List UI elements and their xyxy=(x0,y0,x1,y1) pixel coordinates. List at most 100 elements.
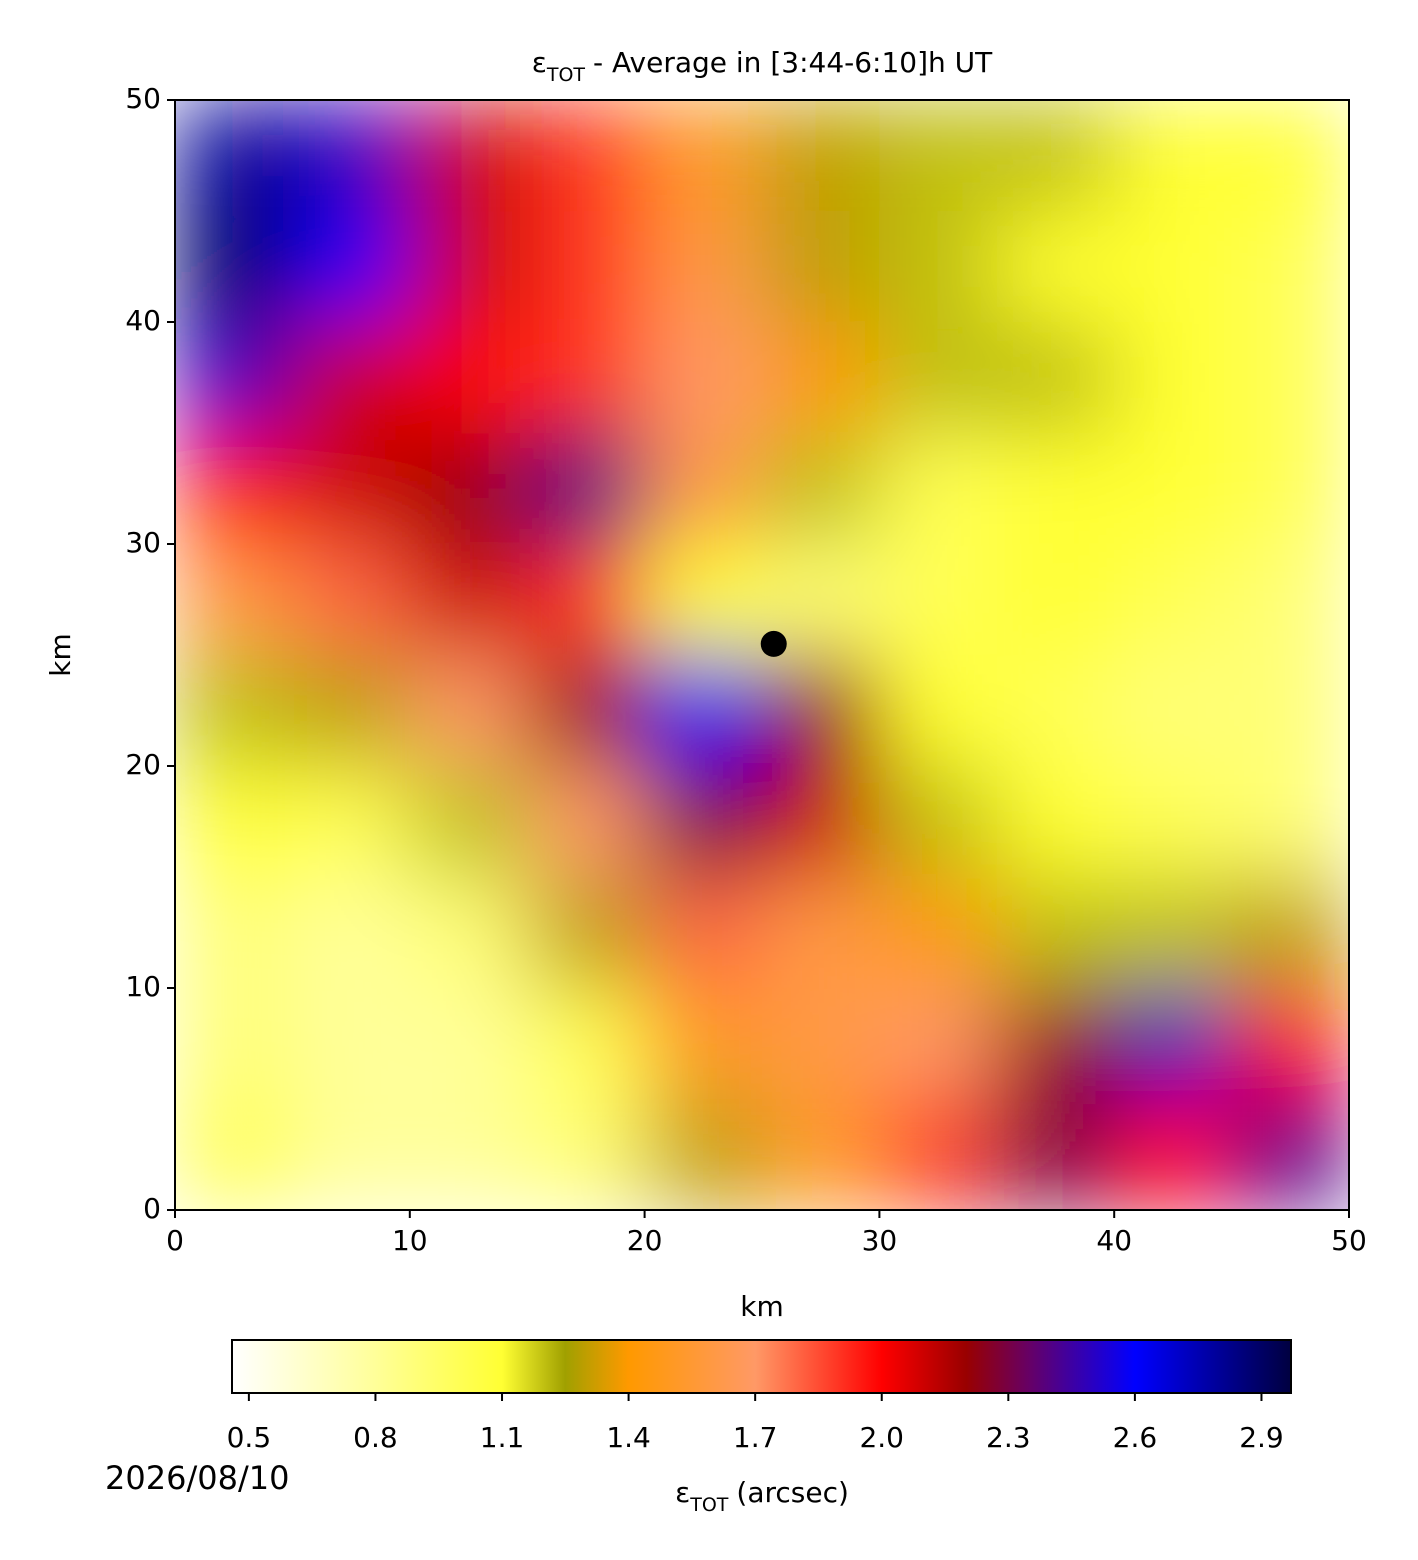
heat-cell xyxy=(644,1099,763,1210)
heat-cell xyxy=(1114,877,1233,989)
heat-cell xyxy=(527,211,646,323)
heat-cell xyxy=(644,433,763,545)
heat-cell xyxy=(409,100,528,212)
heat-cell xyxy=(1231,655,1349,767)
heat-cell xyxy=(996,544,1115,656)
heat-cell xyxy=(175,766,293,878)
heat-cell xyxy=(1231,322,1349,434)
heat-cell xyxy=(762,322,880,434)
heat-cell xyxy=(1231,211,1349,323)
heat-cell xyxy=(409,544,528,656)
heat-cell xyxy=(527,433,646,545)
heat-cell xyxy=(879,1099,998,1210)
heat-cell xyxy=(527,988,646,1100)
x-tick-label: 10 xyxy=(392,1224,428,1257)
heat-cell xyxy=(175,100,293,212)
heat-cell xyxy=(644,877,763,989)
heat-cell xyxy=(644,211,763,323)
heat-cell xyxy=(1231,766,1349,878)
heat-cell xyxy=(1114,655,1233,767)
heat-cell xyxy=(175,655,293,767)
heat-cell xyxy=(762,988,880,1100)
colorbar-tick-label: 2.6 xyxy=(1113,1421,1158,1454)
heat-cell xyxy=(879,544,998,656)
heat-cell xyxy=(292,433,411,545)
x-tick-label: 30 xyxy=(862,1224,898,1257)
heat-cell xyxy=(292,544,411,656)
heat-cell xyxy=(1114,544,1233,656)
heat-cell xyxy=(996,988,1115,1100)
heat-cell xyxy=(762,877,880,989)
heat-cell xyxy=(996,322,1115,434)
heat-cell xyxy=(409,877,528,989)
colorbar-label: εTOT (arcsec) xyxy=(675,1476,849,1516)
heat-cell xyxy=(292,877,411,989)
y-tick-label: 40 xyxy=(125,304,161,337)
heat-cell xyxy=(175,211,293,323)
heat-cell xyxy=(996,1099,1115,1210)
plot-frame xyxy=(174,99,1350,1211)
heat-cell xyxy=(1114,322,1233,434)
chart-title: εTOT - Average in [3:44-6:10]h UT xyxy=(532,46,993,86)
heat-cell xyxy=(762,100,880,212)
colorbar-tick-label: 0.5 xyxy=(227,1421,272,1454)
x-axis-label: km xyxy=(740,1290,784,1323)
heat-cell xyxy=(175,322,293,434)
heat-cell xyxy=(644,322,763,434)
heat-cell xyxy=(175,433,293,545)
heat-cell xyxy=(409,433,528,545)
heat-cell xyxy=(996,655,1115,767)
heat-cell xyxy=(762,766,880,878)
heat-cell xyxy=(292,1099,411,1210)
heat-cell xyxy=(1231,988,1349,1100)
heat-cell xyxy=(1114,100,1233,212)
heat-cell xyxy=(527,100,646,212)
heat-cell xyxy=(879,433,998,545)
heat-cell xyxy=(1114,988,1233,1100)
y-tick-label: 50 xyxy=(125,82,161,115)
heat-cell xyxy=(1231,100,1349,212)
heat-cell xyxy=(1231,877,1349,989)
date: 2026/08/10 xyxy=(105,1459,289,1497)
heat-cell xyxy=(409,322,528,434)
heat-cell xyxy=(175,1099,293,1210)
heat-cell xyxy=(409,988,528,1100)
heat-cell xyxy=(175,988,293,1100)
heat-cell xyxy=(527,766,646,878)
colorbar-tick-label: 2.9 xyxy=(1239,1421,1284,1454)
heat-cell xyxy=(879,877,998,989)
heat-cell xyxy=(292,211,411,323)
heat-cell xyxy=(409,655,528,767)
heat-cell xyxy=(527,544,646,656)
heat-cell xyxy=(409,766,528,878)
heat-cell xyxy=(527,655,646,767)
heat-cell xyxy=(762,211,880,323)
heat-cell xyxy=(879,322,998,434)
axes: 0 10 20 30 40 50 0 10 20 30 40 50 xyxy=(125,82,1366,1257)
y-tick-label: 20 xyxy=(125,748,161,781)
heat-cell xyxy=(996,877,1115,989)
heat-cell xyxy=(879,211,998,323)
heat-cell xyxy=(1114,766,1233,878)
colorbar-tick-label: 2.3 xyxy=(986,1421,1031,1454)
x-tick-label: 0 xyxy=(166,1224,184,1257)
heat-cell xyxy=(644,766,763,878)
heat-cell xyxy=(1114,1099,1233,1210)
colorbar xyxy=(231,1339,1292,1394)
colorbar-tick-label: 2.0 xyxy=(859,1421,904,1454)
heat-cell xyxy=(644,100,763,212)
heat-cell xyxy=(762,433,880,545)
heat-cell xyxy=(879,100,998,212)
heat-cell xyxy=(996,766,1115,878)
heat-cell xyxy=(762,655,880,767)
y-tick-label: 30 xyxy=(125,526,161,559)
heat-cell xyxy=(1231,544,1349,656)
heat-cell xyxy=(409,1099,528,1210)
heat-cell xyxy=(1114,433,1233,545)
heat-cell xyxy=(527,322,646,434)
heat-cell xyxy=(527,1099,646,1210)
x-tick-label: 20 xyxy=(627,1224,663,1257)
colorbar-tick-label: 1.1 xyxy=(480,1421,525,1454)
heat-cell xyxy=(762,1099,880,1210)
